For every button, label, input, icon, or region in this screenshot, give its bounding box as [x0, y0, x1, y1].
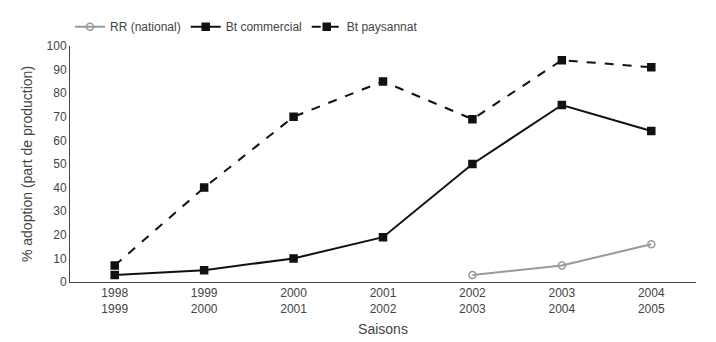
- svg-text:50: 50: [53, 157, 67, 171]
- svg-text:20002001: 20002001: [280, 286, 307, 316]
- svg-text:100: 100: [47, 39, 67, 53]
- svg-text:Saisons: Saisons: [358, 321, 408, 337]
- svg-text:70: 70: [53, 110, 67, 124]
- svg-text:90: 90: [53, 63, 67, 77]
- svg-text:20012002: 20012002: [370, 286, 397, 316]
- svg-text:60: 60: [53, 134, 67, 148]
- svg-text:80: 80: [53, 86, 67, 100]
- svg-text:20022003: 20022003: [459, 286, 486, 316]
- svg-text:0: 0: [60, 275, 67, 289]
- svg-text:20042005: 20042005: [638, 286, 665, 316]
- svg-text:Bt paysannat: Bt paysannat: [347, 20, 418, 34]
- svg-text:20032004: 20032004: [549, 286, 576, 316]
- svg-text:% adoption (part de production: % adoption (part de production): [19, 66, 35, 262]
- svg-text:19981999: 19981999: [101, 286, 128, 316]
- svg-text:40: 40: [53, 181, 67, 195]
- svg-text:RR (national): RR (national): [110, 20, 181, 34]
- svg-text:Bt commercial: Bt commercial: [226, 20, 302, 34]
- svg-text:10: 10: [53, 252, 67, 266]
- svg-text:20: 20: [53, 228, 67, 242]
- svg-text:19992000: 19992000: [191, 286, 218, 316]
- svg-text:30: 30: [53, 204, 67, 218]
